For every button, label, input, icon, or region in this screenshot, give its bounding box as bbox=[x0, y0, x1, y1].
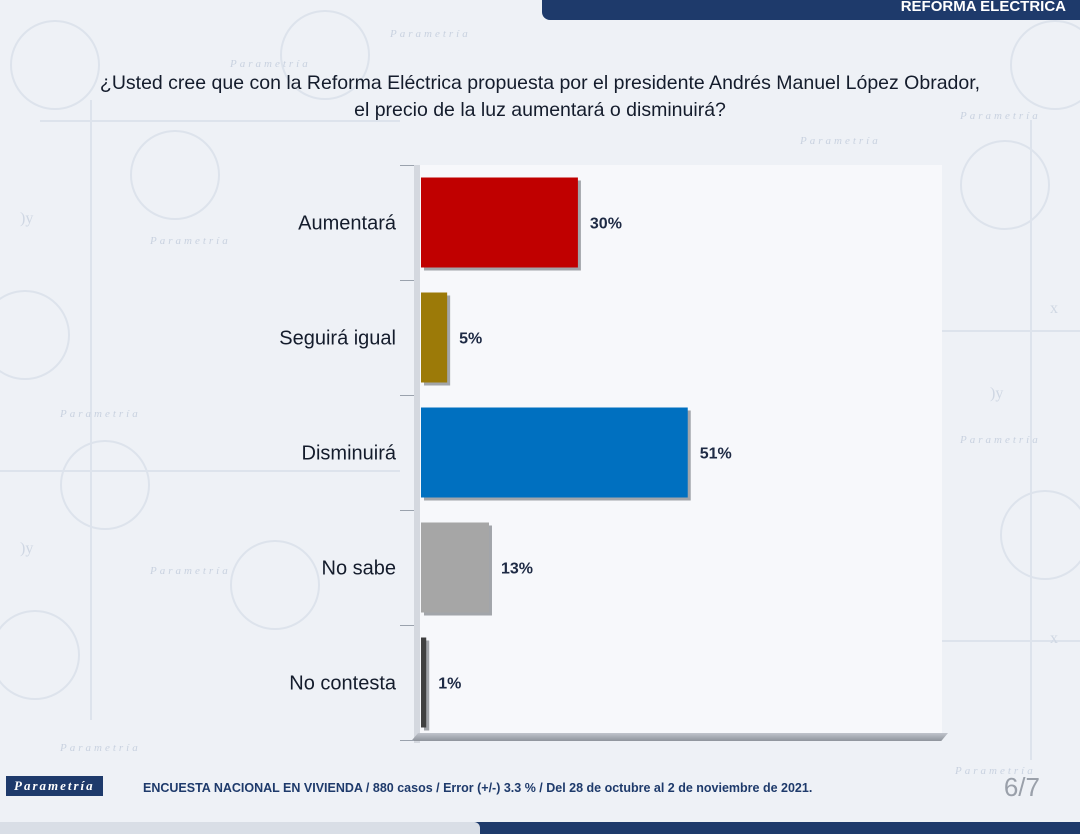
value-label-1: 30% bbox=[590, 216, 622, 233]
question-title: ¿Usted cree que con la Reforma Eléctrica… bbox=[30, 70, 1050, 124]
bar-shadow-5 bbox=[424, 640, 430, 731]
bottom-band bbox=[0, 822, 1080, 834]
bar-3 bbox=[421, 407, 688, 498]
axis-tick bbox=[400, 740, 414, 741]
axis-tick bbox=[400, 165, 414, 166]
bar-5 bbox=[421, 637, 427, 728]
axis-tick bbox=[400, 510, 414, 511]
category-label-1: Aumentará bbox=[298, 213, 397, 235]
value-label-5: 1% bbox=[438, 676, 461, 693]
category-axis bbox=[414, 165, 420, 743]
question-line-1: ¿Usted cree que con la Reforma Eléctrica… bbox=[99, 72, 981, 94]
category-label-5: No contesta bbox=[289, 673, 397, 695]
bar-1 bbox=[421, 177, 578, 268]
value-label-3: 51% bbox=[700, 446, 732, 463]
question-line-2: el precio de la luz aumentará o disminui… bbox=[354, 99, 726, 121]
brand-logo: Parametría bbox=[6, 776, 103, 796]
bar-4 bbox=[421, 522, 489, 613]
category-label-4: No sabe bbox=[322, 558, 397, 580]
bar-2 bbox=[421, 292, 448, 383]
section-banner: REFORMA ELÉCTRICA bbox=[542, 0, 1080, 20]
axis-tick bbox=[400, 395, 414, 396]
page-number: 6/7 bbox=[1003, 772, 1040, 802]
category-label-2: Seguirá igual bbox=[279, 328, 396, 350]
value-label-4: 13% bbox=[501, 561, 533, 578]
value-label-2: 5% bbox=[459, 331, 482, 348]
footer: Parametría ENCUESTA NACIONAL EN VIVIENDA… bbox=[0, 772, 1080, 802]
axis-tick bbox=[400, 280, 414, 281]
axis-tick bbox=[400, 625, 414, 626]
source-note: ENCUESTA NACIONAL EN VIVIENDA / 880 caso… bbox=[143, 781, 813, 795]
category-label-3: Disminuirá bbox=[302, 443, 397, 465]
